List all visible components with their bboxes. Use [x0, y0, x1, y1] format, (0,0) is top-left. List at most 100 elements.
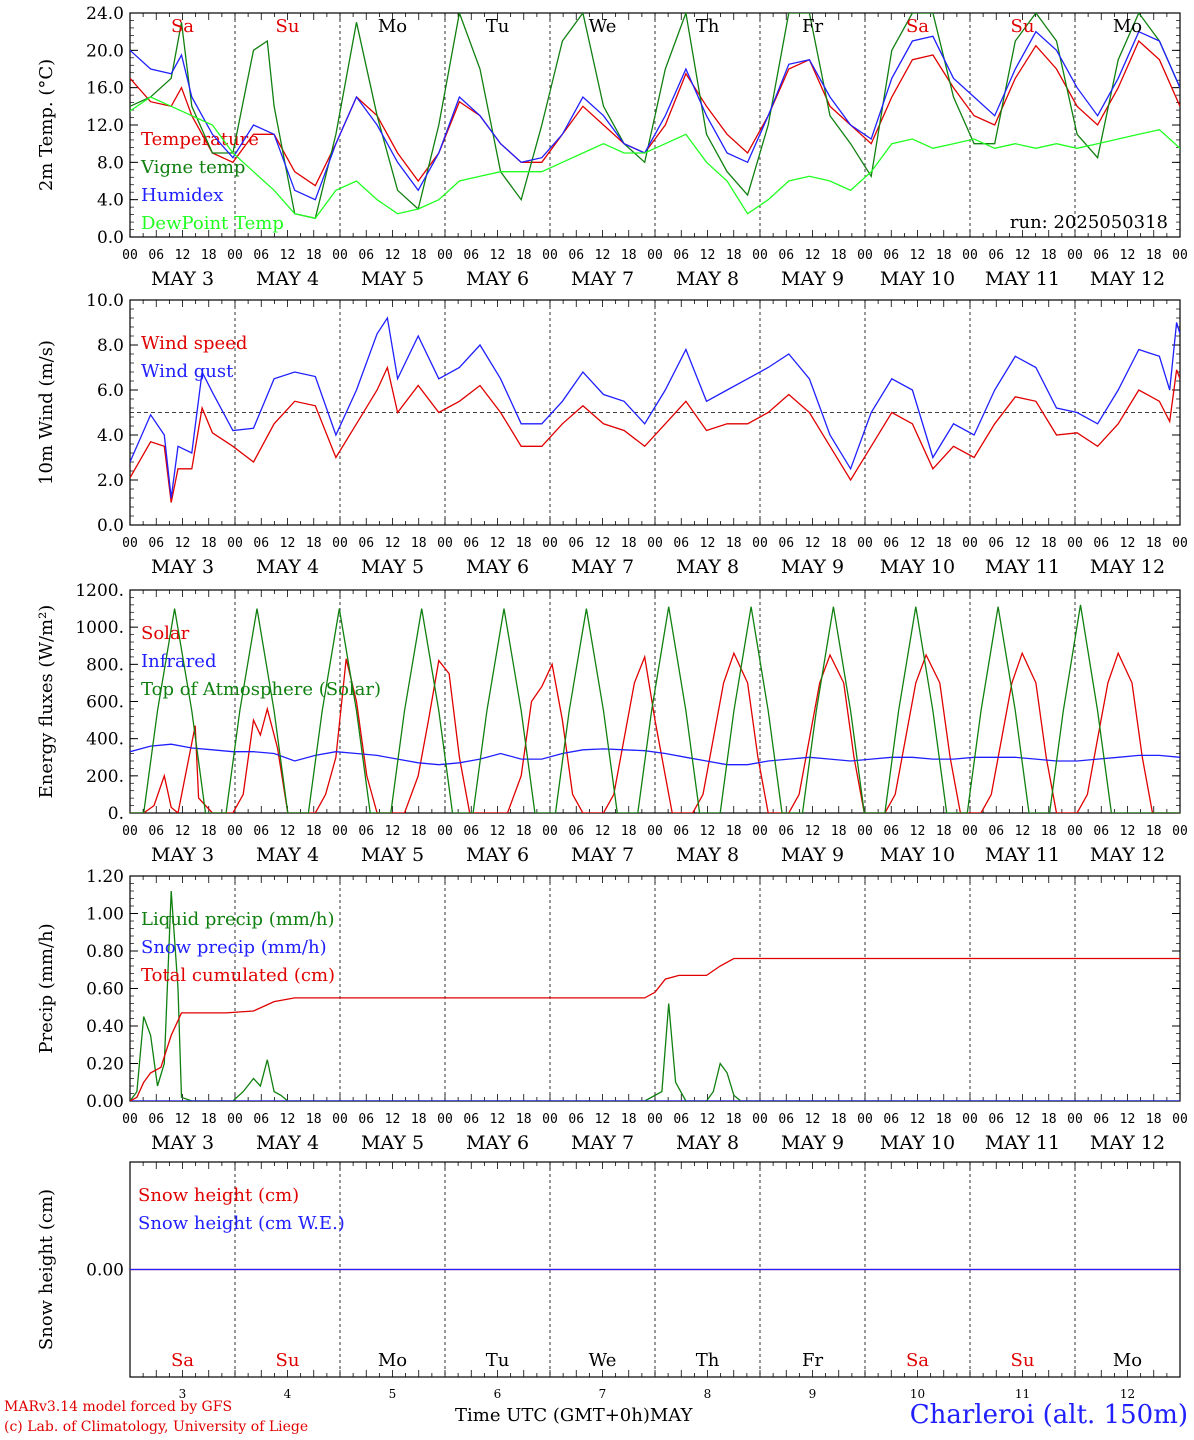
y-tick-label: 4.0	[97, 191, 124, 211]
hour-tick-label: 12	[175, 536, 191, 551]
date-label: MAY 6	[466, 1132, 529, 1154]
hour-tick-label: 00	[647, 536, 663, 551]
hour-tick-label: 00	[857, 1112, 873, 1127]
hour-tick-label: 12	[280, 824, 296, 839]
hour-tick-label: 18	[201, 1112, 217, 1127]
weekday-label: Fr	[802, 1350, 823, 1371]
day-number-label: 5	[389, 1387, 397, 1401]
date-label: MAY 11	[985, 844, 1060, 866]
hour-tick-label: 06	[568, 824, 584, 839]
date-label: MAY 10	[880, 1132, 955, 1154]
hour-tick-label: 00	[752, 824, 768, 839]
station-name: Charleroi (alt. 150m)	[909, 1400, 1188, 1430]
hour-tick-label: 00	[227, 824, 243, 839]
hour-tick-label: 06	[358, 536, 374, 551]
y-tick-label: 8.0	[97, 153, 124, 173]
y-axis-title: Energy fluxes (W/m²)	[36, 605, 57, 799]
legend-entry: Wind speed	[141, 333, 247, 354]
date-label: MAY 8	[676, 556, 739, 578]
hour-tick-label: 06	[1093, 824, 1109, 839]
panel-3: 0. 200. 400. 600. 800. 1000. 1200. Energy fluxe…	[36, 581, 1188, 866]
y-tick-label: 20.0	[86, 41, 124, 61]
y-tick-label: 0.00	[86, 1092, 124, 1112]
y-tick-label: 800.	[86, 655, 124, 675]
series-line-2	[130, 743, 1180, 766]
date-label: MAY 12	[1090, 844, 1165, 866]
hour-tick-label: 00	[857, 824, 873, 839]
hour-tick-label: 12	[700, 248, 716, 263]
day-number-label: 10	[910, 1387, 925, 1401]
hour-tick-label: 18	[306, 1112, 322, 1127]
hour-tick-label: 06	[988, 248, 1004, 263]
legend-entry: Snow precip (mm/h)	[141, 937, 327, 958]
hour-tick-label: 18	[516, 536, 532, 551]
date-label: MAY 5	[361, 268, 424, 290]
hour-tick-label: 06	[568, 1112, 584, 1127]
hour-tick-label: 12	[490, 248, 506, 263]
series-line-1	[130, 365, 1180, 503]
day-number-label: 6	[494, 1387, 502, 1401]
hour-tick-label: 12	[805, 248, 821, 263]
hour-tick-label: 00	[437, 248, 453, 263]
date-label: MAY 4	[256, 556, 319, 578]
legend-entry: Top of Atmosphere (Solar)	[141, 679, 381, 700]
hour-tick-label: 06	[988, 536, 1004, 551]
hour-tick-label: 18	[1041, 536, 1057, 551]
date-label: MAY 5	[361, 844, 424, 866]
hour-tick-label: 18	[726, 824, 742, 839]
date-label: MAY 6	[466, 268, 529, 290]
hour-tick-label: 12	[805, 536, 821, 551]
series-line-1	[130, 890, 1180, 1101]
hour-tick-label: 06	[883, 824, 899, 839]
y-tick-label: 0.00	[86, 1261, 124, 1281]
date-label: MAY 5	[361, 1132, 424, 1154]
y-tick-label: 400.	[86, 730, 124, 750]
hour-tick-label: 06	[253, 1112, 269, 1127]
hour-tick-label: 18	[201, 248, 217, 263]
hour-tick-label: 12	[280, 1112, 296, 1127]
hour-tick-label: 06	[883, 1112, 899, 1127]
hour-tick-label: 12	[385, 248, 401, 263]
legend-entry: DewPoint Temp	[141, 213, 284, 234]
hour-tick-label: 06	[673, 824, 689, 839]
day-number-label: 9	[809, 1387, 817, 1401]
date-label: MAY 3	[151, 844, 214, 866]
hour-tick-label: 12	[1015, 536, 1031, 551]
y-tick-label: 10.0	[86, 291, 124, 311]
hour-tick-label: 06	[358, 248, 374, 263]
hour-tick-label: 06	[463, 248, 479, 263]
hour-tick-label: 00	[1067, 824, 1083, 839]
date-label: MAY 12	[1090, 268, 1165, 290]
hour-tick-label: 00	[542, 248, 558, 263]
date-label: MAY 7	[571, 268, 634, 290]
hour-tick-label: 06	[778, 248, 794, 263]
date-label: MAY 7	[571, 844, 634, 866]
weekday-label: Sa	[906, 1350, 929, 1371]
legend-entry: Snow height (cm)	[138, 1185, 299, 1206]
y-tick-label: 12.0	[86, 116, 124, 136]
hour-tick-label: 18	[411, 1112, 427, 1127]
plot-frame	[129, 12, 1181, 238]
hour-tick-label: 18	[411, 248, 427, 263]
hour-tick-label: 06	[358, 824, 374, 839]
date-label: MAY 11	[985, 268, 1060, 290]
day-number-label: 3	[179, 1387, 187, 1401]
hour-tick-label: 06	[673, 536, 689, 551]
hour-tick-label: 18	[1041, 824, 1057, 839]
date-label: MAY 10	[880, 844, 955, 866]
date-label: MAY 4	[256, 1132, 319, 1154]
y-tick-label: 8.0	[97, 336, 124, 356]
hour-tick-label: 18	[726, 248, 742, 263]
date-label: MAY 11	[985, 556, 1060, 578]
panel-5: 0.00 Snow height (cm) Snow height (cm) Snow…	[36, 1161, 1181, 1401]
hour-tick-label: 12	[1120, 536, 1136, 551]
hour-tick-label: 00	[647, 824, 663, 839]
date-label: MAY 12	[1090, 556, 1165, 578]
hour-tick-label: 00	[1067, 536, 1083, 551]
hour-tick-label: 00	[647, 1112, 663, 1127]
date-label: MAY 7	[571, 1132, 634, 1154]
panel-2: 0.0 2.0 4.0 6.0 8.0 10.0 10m Wind (m/s) Wind sp…	[36, 291, 1188, 578]
legend-entry: Humidex	[141, 185, 223, 206]
hour-tick-label: 06	[1093, 1112, 1109, 1127]
panel-1: 0.0 4.0 8.0 12.0 16.0 20.0 24.0 2m Temp. (°C) Te…	[36, 4, 1188, 290]
